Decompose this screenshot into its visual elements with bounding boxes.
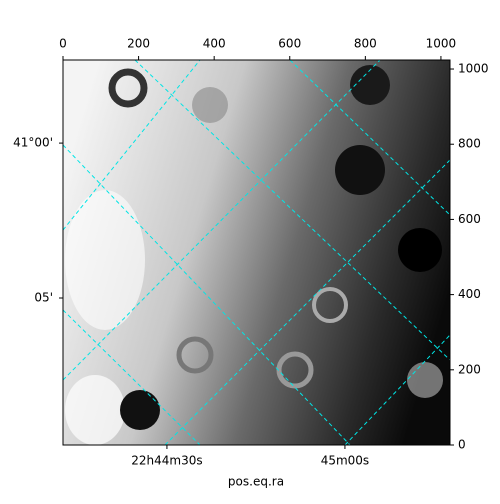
y-tick-label: 400 bbox=[458, 287, 481, 301]
y-tick-label: 200 bbox=[458, 362, 481, 376]
x-tick-label: 1000 bbox=[426, 37, 457, 51]
ra-tick-label: 22h44m30s bbox=[131, 454, 202, 468]
x-tick-label: 600 bbox=[278, 37, 301, 51]
x-tick-label: 400 bbox=[203, 37, 226, 51]
x-tick-label: 200 bbox=[127, 37, 150, 51]
x-axis-label: pos.eq.ra bbox=[228, 475, 284, 489]
ra-tick-label: 45m00s bbox=[321, 454, 369, 468]
y-tick-label: 1000 bbox=[458, 62, 489, 76]
dec-tick-label: 05' bbox=[34, 290, 53, 304]
image bbox=[63, 60, 450, 445]
y-tick-label: 800 bbox=[458, 137, 481, 151]
y-tick-label: 0 bbox=[458, 438, 466, 452]
dec-tick-label: 41°00' bbox=[13, 136, 53, 150]
axes-frame bbox=[62, 59, 451, 446]
x-tick-label: 0 bbox=[59, 37, 67, 51]
y-tick-label: 600 bbox=[458, 212, 481, 226]
x-tick-label: 800 bbox=[354, 37, 377, 51]
